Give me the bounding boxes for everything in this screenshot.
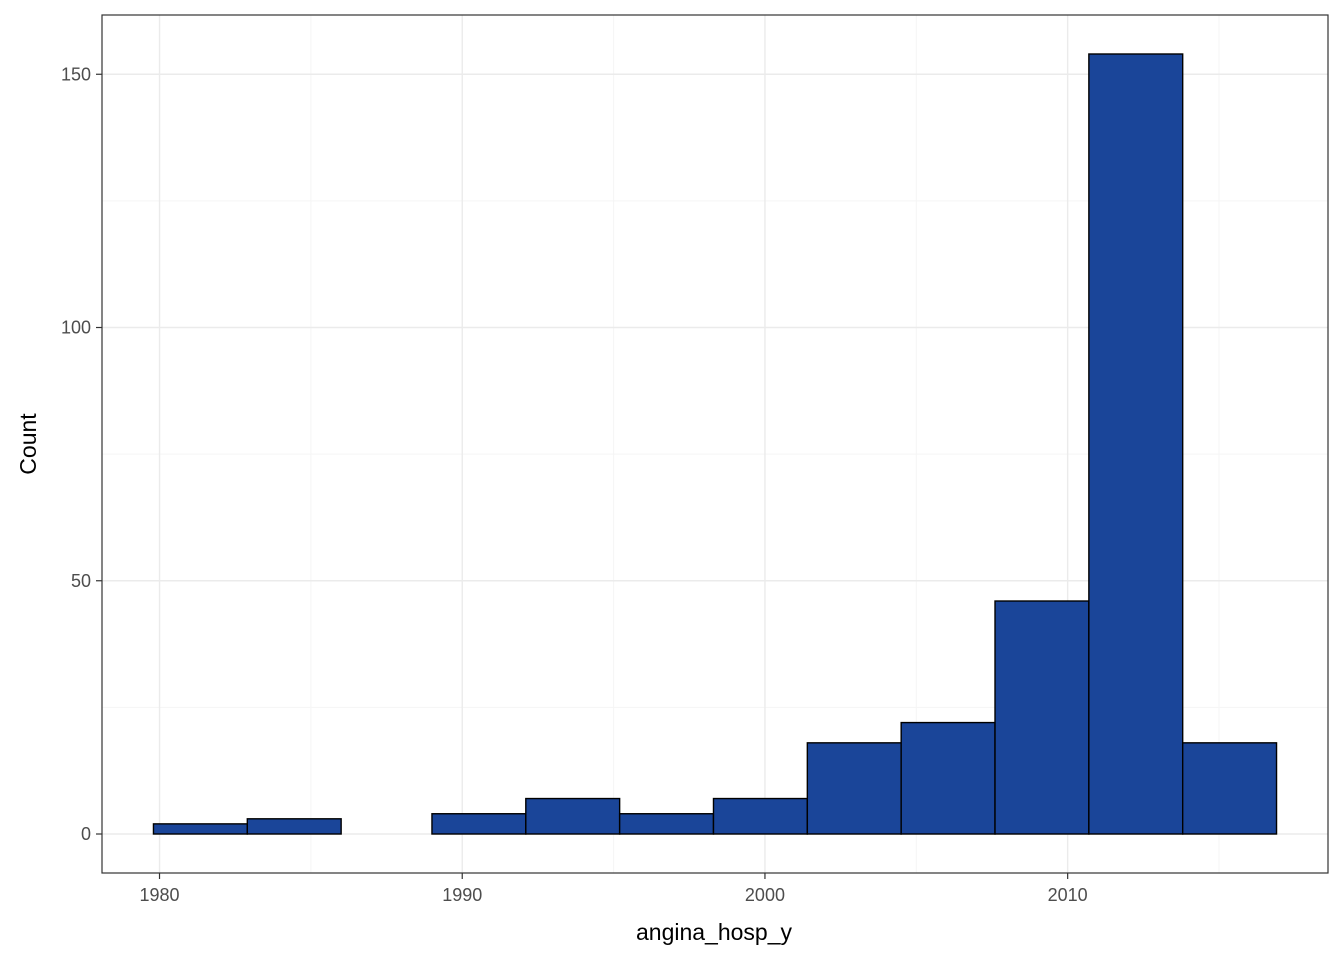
x-tick-label: 2010	[1048, 885, 1088, 905]
histogram-bar-4	[431, 813, 527, 835]
histogram-bar-2	[246, 818, 342, 835]
histogram-bar-5	[525, 797, 621, 835]
y-tick-label: 0	[81, 824, 91, 844]
histogram-bars	[152, 53, 1278, 835]
y-tick-label: 50	[71, 571, 91, 591]
x-tick-label: 2000	[745, 885, 785, 905]
histogram-bar-1	[152, 823, 249, 835]
x-axis: 1980 1990 2000 2010	[139, 873, 1088, 905]
histogram-bar-11	[1088, 53, 1184, 835]
x-tick-label: 1980	[139, 885, 179, 905]
y-axis-title: Count	[15, 413, 41, 475]
x-axis-title: angina_hosp_y	[636, 919, 793, 945]
histogram-bar-12	[1181, 742, 1278, 835]
y-tick-label: 100	[61, 318, 91, 338]
histogram-bar-8	[806, 742, 902, 835]
x-tick-label: 1990	[442, 885, 482, 905]
minor-gridlines	[102, 15, 1328, 873]
histogram-bar-6	[618, 813, 715, 835]
panel-border	[101, 14, 1329, 874]
y-axis: 0 50 100 150	[61, 64, 102, 844]
histogram-bar-10	[994, 600, 1090, 835]
histogram-bar-7	[712, 797, 809, 835]
y-tick-label: 150	[61, 64, 91, 84]
histogram-bar-9	[900, 721, 996, 835]
